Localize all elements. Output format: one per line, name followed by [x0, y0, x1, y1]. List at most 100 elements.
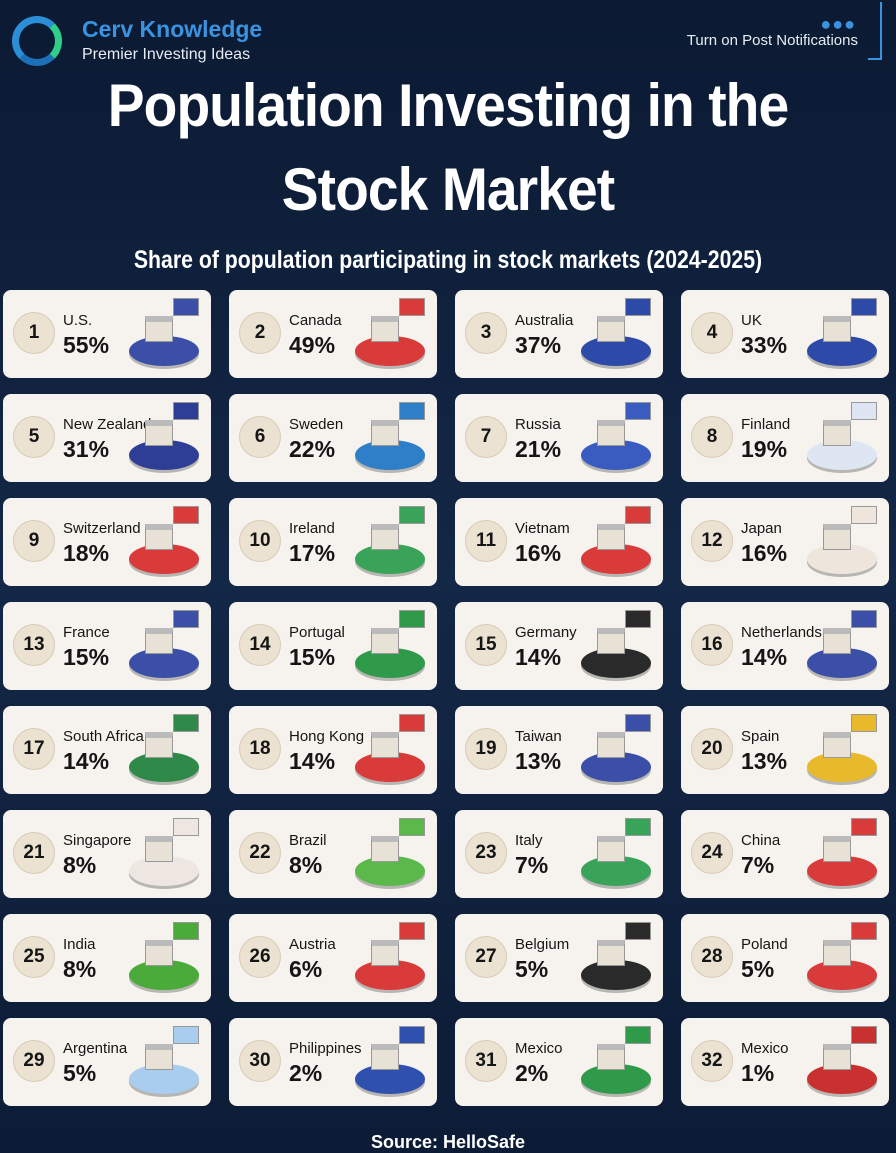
participation-percent: 13% — [741, 748, 788, 774]
brand-name: Cerv Knowledge — [82, 16, 263, 42]
participation-percent: 49% — [289, 332, 336, 358]
bank-building-icon — [371, 524, 399, 550]
rank-badge: 27 — [465, 936, 507, 978]
country-card: 28 Poland 5% — [681, 914, 889, 1002]
participation-percent: 14% — [63, 748, 110, 774]
country-name: Mexico — [741, 1040, 789, 1057]
flag-icon — [851, 402, 877, 420]
flag-icon — [625, 402, 651, 420]
bank-building-icon — [145, 940, 173, 966]
bank-building-icon — [823, 524, 851, 550]
flag-icon — [625, 714, 651, 732]
bank-building-icon — [823, 628, 851, 654]
bank-building-icon — [145, 316, 173, 342]
flag-icon — [625, 922, 651, 940]
flag-icon — [173, 714, 199, 732]
country-card: 20 Spain 13% — [681, 706, 889, 794]
participation-percent: 21% — [515, 436, 562, 462]
source: Source: HelloSafe — [370, 1132, 526, 1152]
participation-percent: 17% — [289, 540, 336, 566]
flag-icon — [399, 298, 425, 316]
rank-badge: 22 — [239, 832, 281, 874]
bank-building-icon — [597, 316, 625, 342]
country-card: 31 Mexico 2% — [455, 1018, 663, 1106]
country-card: 27 Belgium 5% — [455, 914, 663, 1002]
country-name: Japan — [741, 520, 782, 537]
rank-badge: 4 — [691, 312, 733, 354]
rank-badge: 9 — [13, 520, 55, 562]
country-card: 24 China 7% — [681, 810, 889, 898]
participation-percent: 5% — [63, 1060, 97, 1086]
country-card: 5 New Zealand 31% — [3, 394, 211, 482]
rank-badge: 30 — [239, 1040, 281, 1082]
bank-building-icon — [371, 316, 399, 342]
flag-icon — [399, 1026, 425, 1044]
bank-building-icon — [597, 628, 625, 654]
arrow-up-icon — [868, 2, 882, 60]
country-card: 25 India 8% — [3, 914, 211, 1002]
participation-percent: 15% — [63, 644, 110, 670]
participation-percent: 5% — [515, 956, 549, 982]
rank-badge: 10 — [239, 520, 281, 562]
rank-badge: 16 — [691, 624, 733, 666]
bank-building-icon — [597, 940, 625, 966]
participation-percent: 18% — [63, 540, 110, 566]
rank-badge: 29 — [13, 1040, 55, 1082]
country-card: 2 Canada 49% — [229, 290, 437, 378]
flag-icon — [399, 506, 425, 524]
brand: Cerv Knowledge Premier Investing Ideas — [82, 16, 262, 64]
country-card: 26 Austria 6% — [229, 914, 437, 1002]
rank-badge: 23 — [465, 832, 507, 874]
rank-badge: 17 — [13, 728, 55, 770]
rank-badge: 18 — [239, 728, 281, 770]
country-name: Brazil — [289, 832, 327, 849]
country-name: Austria — [289, 936, 336, 953]
country-name: Taiwan — [515, 728, 562, 745]
participation-percent: 14% — [515, 644, 562, 670]
rank-badge: 25 — [13, 936, 55, 978]
bank-building-icon — [145, 628, 173, 654]
participation-percent: 13% — [515, 748, 562, 774]
bank-building-icon — [371, 836, 399, 862]
flag-icon — [173, 922, 199, 940]
country-name: New Zealand — [63, 416, 152, 433]
flag-icon — [851, 714, 877, 732]
rank-badge: 14 — [239, 624, 281, 666]
country-name: France — [63, 624, 110, 641]
participation-percent: 55% — [63, 332, 110, 358]
participation-percent: 16% — [741, 540, 788, 566]
country-card: 10 Ireland 17% — [229, 498, 437, 586]
country-name: India — [63, 936, 96, 953]
country-name: Sweden — [289, 416, 344, 433]
participation-percent: 5% — [741, 956, 775, 982]
country-card: 13 France 15% — [3, 602, 211, 690]
participation-percent: 1% — [741, 1060, 775, 1086]
flag-icon — [625, 506, 651, 524]
participation-percent: 8% — [63, 852, 97, 878]
country-name: Russia — [515, 416, 561, 433]
participation-percent: 22% — [289, 436, 336, 462]
bank-building-icon — [823, 1044, 851, 1070]
country-name: Ireland — [289, 520, 335, 537]
flag-icon — [173, 298, 199, 316]
rank-badge: 2 — [239, 312, 281, 354]
country-name: U.S. — [63, 312, 93, 329]
participation-percent: 8% — [63, 956, 97, 982]
country-card: 16 Netherlands 14% — [681, 602, 889, 690]
country-card: 19 Taiwan 13% — [455, 706, 663, 794]
bank-building-icon — [145, 420, 173, 446]
flag-icon — [625, 1026, 651, 1044]
country-name: Argentina — [63, 1040, 128, 1057]
country-card: 7 Russia 21% — [455, 394, 663, 482]
flag-icon — [173, 402, 199, 420]
country-card: 29 Argentina 5% — [3, 1018, 211, 1106]
flag-icon — [399, 402, 425, 420]
participation-percent: 8% — [289, 852, 323, 878]
bank-building-icon — [145, 732, 173, 758]
flag-icon — [851, 298, 877, 316]
country-card: 14 Portugal 15% — [229, 602, 437, 690]
rank-badge: 24 — [691, 832, 733, 874]
participation-percent: 6% — [289, 956, 323, 982]
bank-building-icon — [597, 1044, 625, 1070]
country-card: 23 Italy 7% — [455, 810, 663, 898]
